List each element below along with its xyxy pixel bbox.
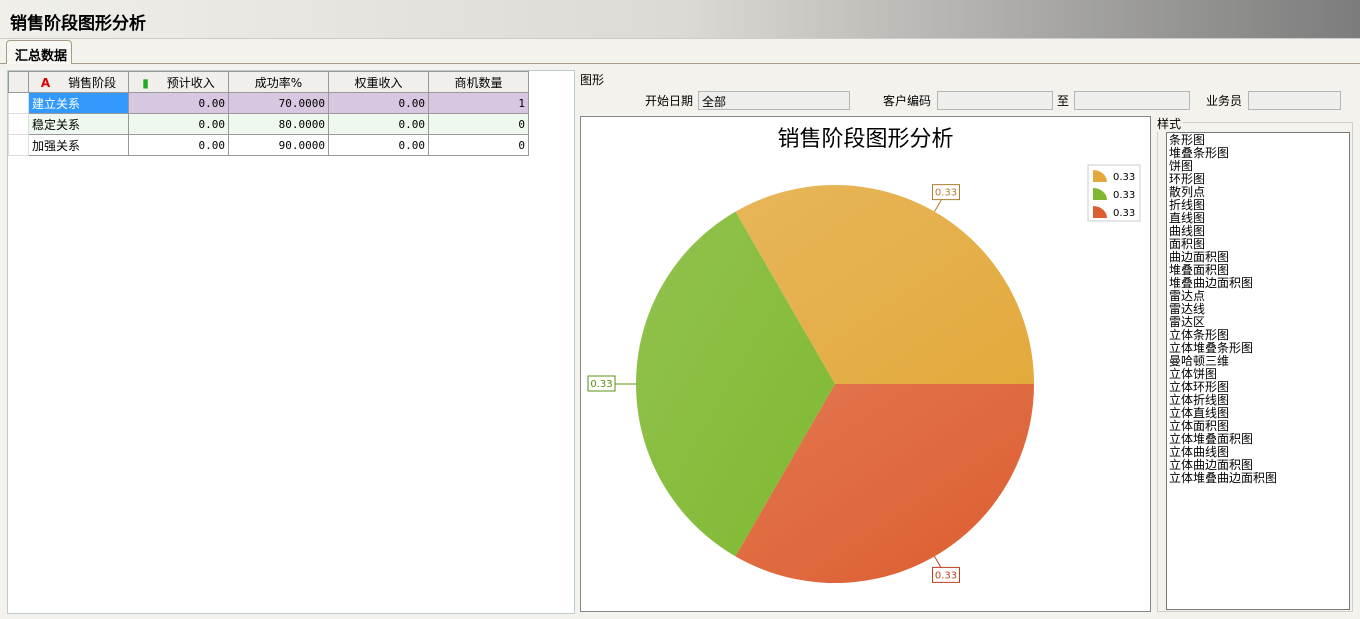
data-label-box [587,375,616,392]
numeric-type-icon: ▮ [142,75,149,90]
cell-weighted[interactable]: 0.00 [328,134,429,156]
style-option[interactable]: 雷达点 [1169,289,1206,303]
data-label-box [932,566,960,583]
cell-count[interactable]: 0 [428,113,529,135]
col-header-rate[interactable]: 成功率% [228,71,329,93]
tab-summary[interactable]: 汇总数据 [6,40,72,64]
chart-title: 销售阶段图形分析 [777,127,954,152]
style-option[interactable]: 曼哈顿三维 [1169,354,1230,368]
style-listbox[interactable]: 条形图 堆叠条形图 饼图 环形图 散列点 折线图 直线图 曲线图 面积图 曲边面积图 堆叠面积图 堆叠… [1166,132,1350,610]
style-option[interactable]: 立体环形图 [1169,380,1230,394]
style-option[interactable]: 立体直线图 [1169,406,1230,420]
cell-count[interactable]: 0 [428,134,529,156]
data-label-box [932,184,960,201]
data-label: 0.33 [935,570,957,581]
legend-label: 0.33 [1113,190,1135,201]
legend-swatch [1093,170,1107,182]
style-option[interactable]: 条形图 [1169,133,1206,147]
style-option[interactable]: 立体条形图 [1169,328,1230,342]
col-header-weighted[interactable]: 权重收入 [328,71,429,93]
data-label: 0.33 [590,379,612,390]
style-option[interactable]: 堆叠曲边面积图 [1169,276,1254,290]
pie-chart: 0.33 0.33 0.33 0.33 0.33 0.33 [587,164,1141,583]
salesperson-label: 业务员 [1206,94,1243,108]
start-date-label: 开始日期 [645,94,694,108]
cell-expected[interactable]: 0.00 [128,92,229,114]
cell-stage[interactable]: 加强关系 [28,134,129,156]
cell-stage[interactable]: 建立关系 [28,92,129,114]
cell-expected[interactable]: 0.00 [128,113,229,135]
chart-group-title: 图形 [580,73,605,87]
cell-rate[interactable]: 80.0000 [228,113,329,135]
legend-label: 0.33 [1113,172,1135,183]
style-option[interactable]: 曲线图 [1169,224,1206,238]
to-label: 至 [1057,94,1070,108]
table-row[interactable]: 稳定关系 0.00 80.0000 0.00 0 [8,113,529,135]
data-grid: A 销售阶段 ▮ 预计收入 成功率% 权重收入 商机数量 建立关系 0.00 70.… [7,70,575,614]
row-indicator[interactable] [8,113,29,135]
customer-code-to-field[interactable] [1074,91,1190,110]
cell-count[interactable]: 1 [428,92,529,114]
cell-expected[interactable]: 0.00 [128,134,229,156]
col-header-stage[interactable]: A 销售阶段 [28,71,129,93]
style-option[interactable]: 堆叠面积图 [1169,263,1230,277]
style-option[interactable]: 折线图 [1169,198,1206,212]
style-option[interactable]: 立体堆叠曲边面积图 [1169,471,1278,485]
style-option[interactable]: 面积图 [1169,237,1206,251]
header-label: 预计收入 [166,75,215,90]
pie-slice[interactable] [735,185,1035,384]
style-option[interactable]: 堆叠条形图 [1169,146,1230,160]
cell-stage[interactable]: 稳定关系 [28,113,129,135]
style-option[interactable]: 曲边面积图 [1169,250,1230,264]
start-date-field[interactable]: 全部 [698,91,850,110]
row-indicator[interactable] [8,134,29,156]
salesperson-field[interactable] [1248,91,1341,110]
cell-weighted[interactable]: 0.00 [328,113,429,135]
style-option[interactable]: 立体堆叠条形图 [1169,341,1254,355]
style-option[interactable]: 立体饼图 [1169,367,1218,381]
table-row[interactable]: 建立关系 0.00 70.0000 0.00 1 [8,92,529,114]
style-label: 样式 [1157,115,1184,132]
legend-label: 0.33 [1113,208,1135,219]
style-option[interactable]: 立体曲线图 [1169,445,1230,459]
cell-rate[interactable]: 70.0000 [228,92,329,114]
tab-panel [0,63,1360,619]
style-option[interactable]: 立体折线图 [1169,393,1230,407]
window-title: 销售阶段图形分析 [10,14,146,34]
style-option[interactable]: 雷达线 [1169,302,1206,316]
text-type-icon: A [40,75,51,90]
title-bar: 销售阶段图形分析 [0,0,1360,39]
legend-swatch [1093,206,1107,218]
cell-rate[interactable]: 90.0000 [228,134,329,156]
legend-swatch [1093,188,1107,200]
grid-header-row: A 销售阶段 ▮ 预计收入 成功率% 权重收入 商机数量 [8,71,529,93]
style-option[interactable]: 雷达区 [1169,315,1206,329]
customer-code-label: 客户编码 [883,94,932,108]
chart-area: 销售阶段图形分析 0.33 0.33 0.33 0.33 0.33 0.33 [580,116,1151,612]
row-indicator-header [8,71,29,93]
chart-panel: 图形 开始日期 全部 客户编码 至 业务员 销售阶段图形分析 0.33 0.33 0… [577,70,1356,615]
table-row[interactable]: 加强关系 0.00 90.0000 0.00 0 [8,134,529,156]
pie-slice[interactable] [735,384,1035,583]
style-option[interactable]: 立体曲边面积图 [1169,458,1254,472]
header-label: 销售阶段 [68,75,117,90]
row-indicator[interactable] [8,92,29,114]
data-label: 0.33 [935,188,957,199]
style-option[interactable]: 散列点 [1169,185,1206,199]
cell-weighted[interactable]: 0.00 [328,92,429,114]
col-header-count[interactable]: 商机数量 [428,71,529,93]
style-option[interactable]: 环形图 [1169,172,1206,186]
col-header-expected[interactable]: ▮ 预计收入 [128,71,229,93]
customer-code-from-field[interactable] [937,91,1053,110]
style-option[interactable]: 饼图 [1169,159,1194,173]
style-group [1157,122,1353,612]
style-option[interactable]: 立体面积图 [1169,419,1230,433]
style-option[interactable]: 立体堆叠面积图 [1169,432,1254,446]
style-option[interactable]: 直线图 [1169,211,1206,225]
